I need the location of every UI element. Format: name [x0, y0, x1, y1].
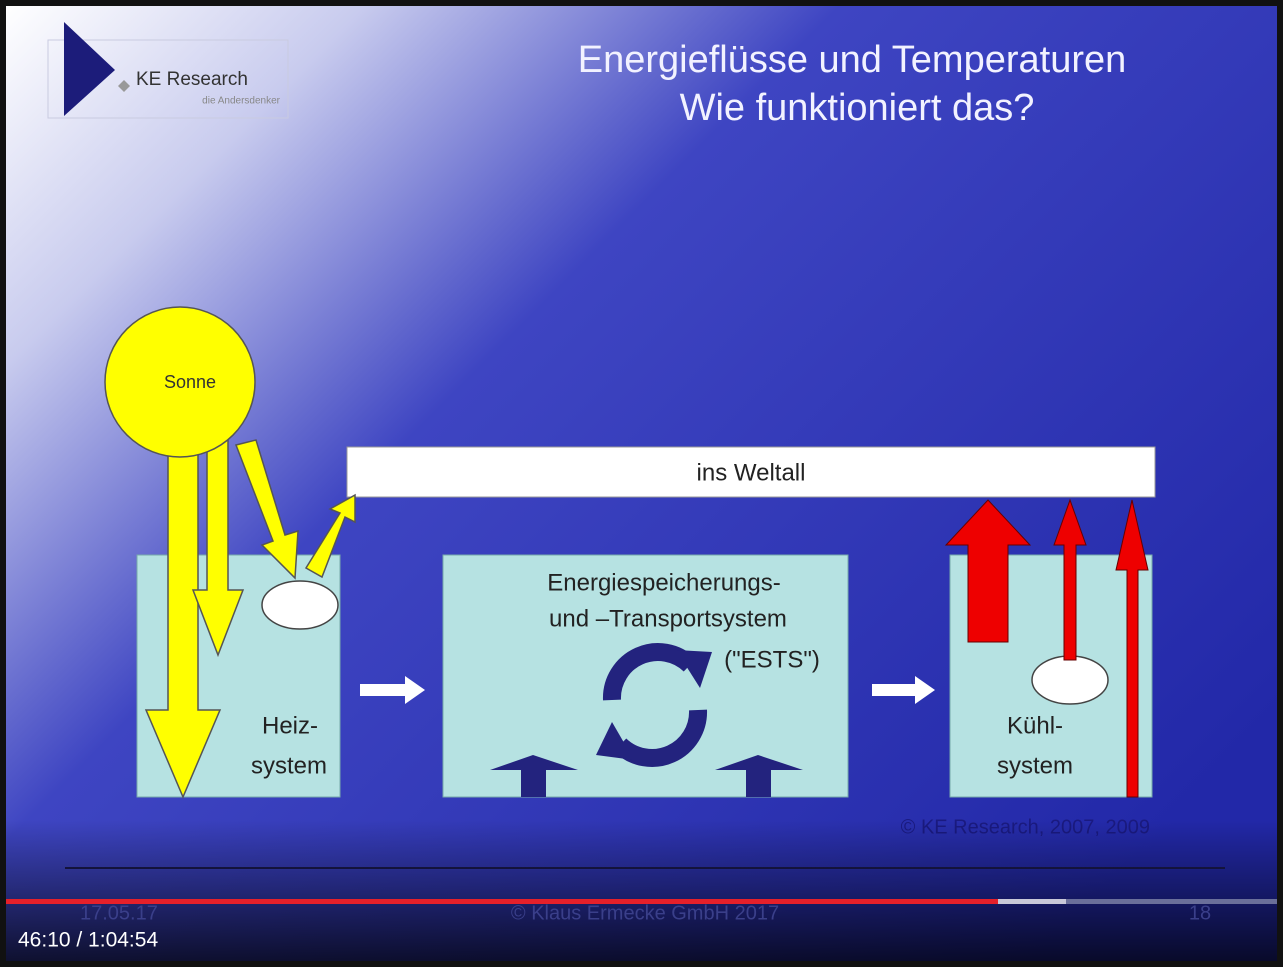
storage-label: Energiespeicherungs- — [547, 569, 780, 596]
slide-date: 17.05.17 — [80, 902, 158, 924]
cooling-label: Kühl- — [1007, 712, 1063, 739]
sun-label: Sonne — [164, 372, 216, 392]
storage-label: und –Transportsystem — [549, 605, 787, 632]
heating-label: Heiz- — [262, 712, 318, 739]
space-label: ins Weltall — [697, 459, 806, 486]
heating-label: system — [251, 752, 327, 779]
video-frame: KE Research die Andersdenker Energieflüs… — [0, 0, 1283, 967]
slide-number: 18 — [1189, 902, 1211, 924]
slide-footer: © Klaus Ermecke GmbH 2017 — [511, 902, 779, 924]
storage-label: ("ESTS") — [724, 646, 820, 673]
player-shade — [6, 820, 1277, 961]
logo-name: KE Research — [136, 69, 248, 90]
title: Wie funktioniert das? — [680, 87, 1035, 129]
time-display: 46:10 / 1:04:54 — [18, 929, 158, 952]
title: Energieflüsse und Temperaturen — [578, 39, 1127, 81]
progress-played[interactable] — [6, 899, 998, 904]
page: KE Research die Andersdenker Energieflüs… — [0, 0, 1283, 967]
logo-tagline: die Andersdenker — [202, 96, 281, 107]
progress-buffer — [998, 899, 1066, 904]
cooling-label: system — [997, 752, 1073, 779]
